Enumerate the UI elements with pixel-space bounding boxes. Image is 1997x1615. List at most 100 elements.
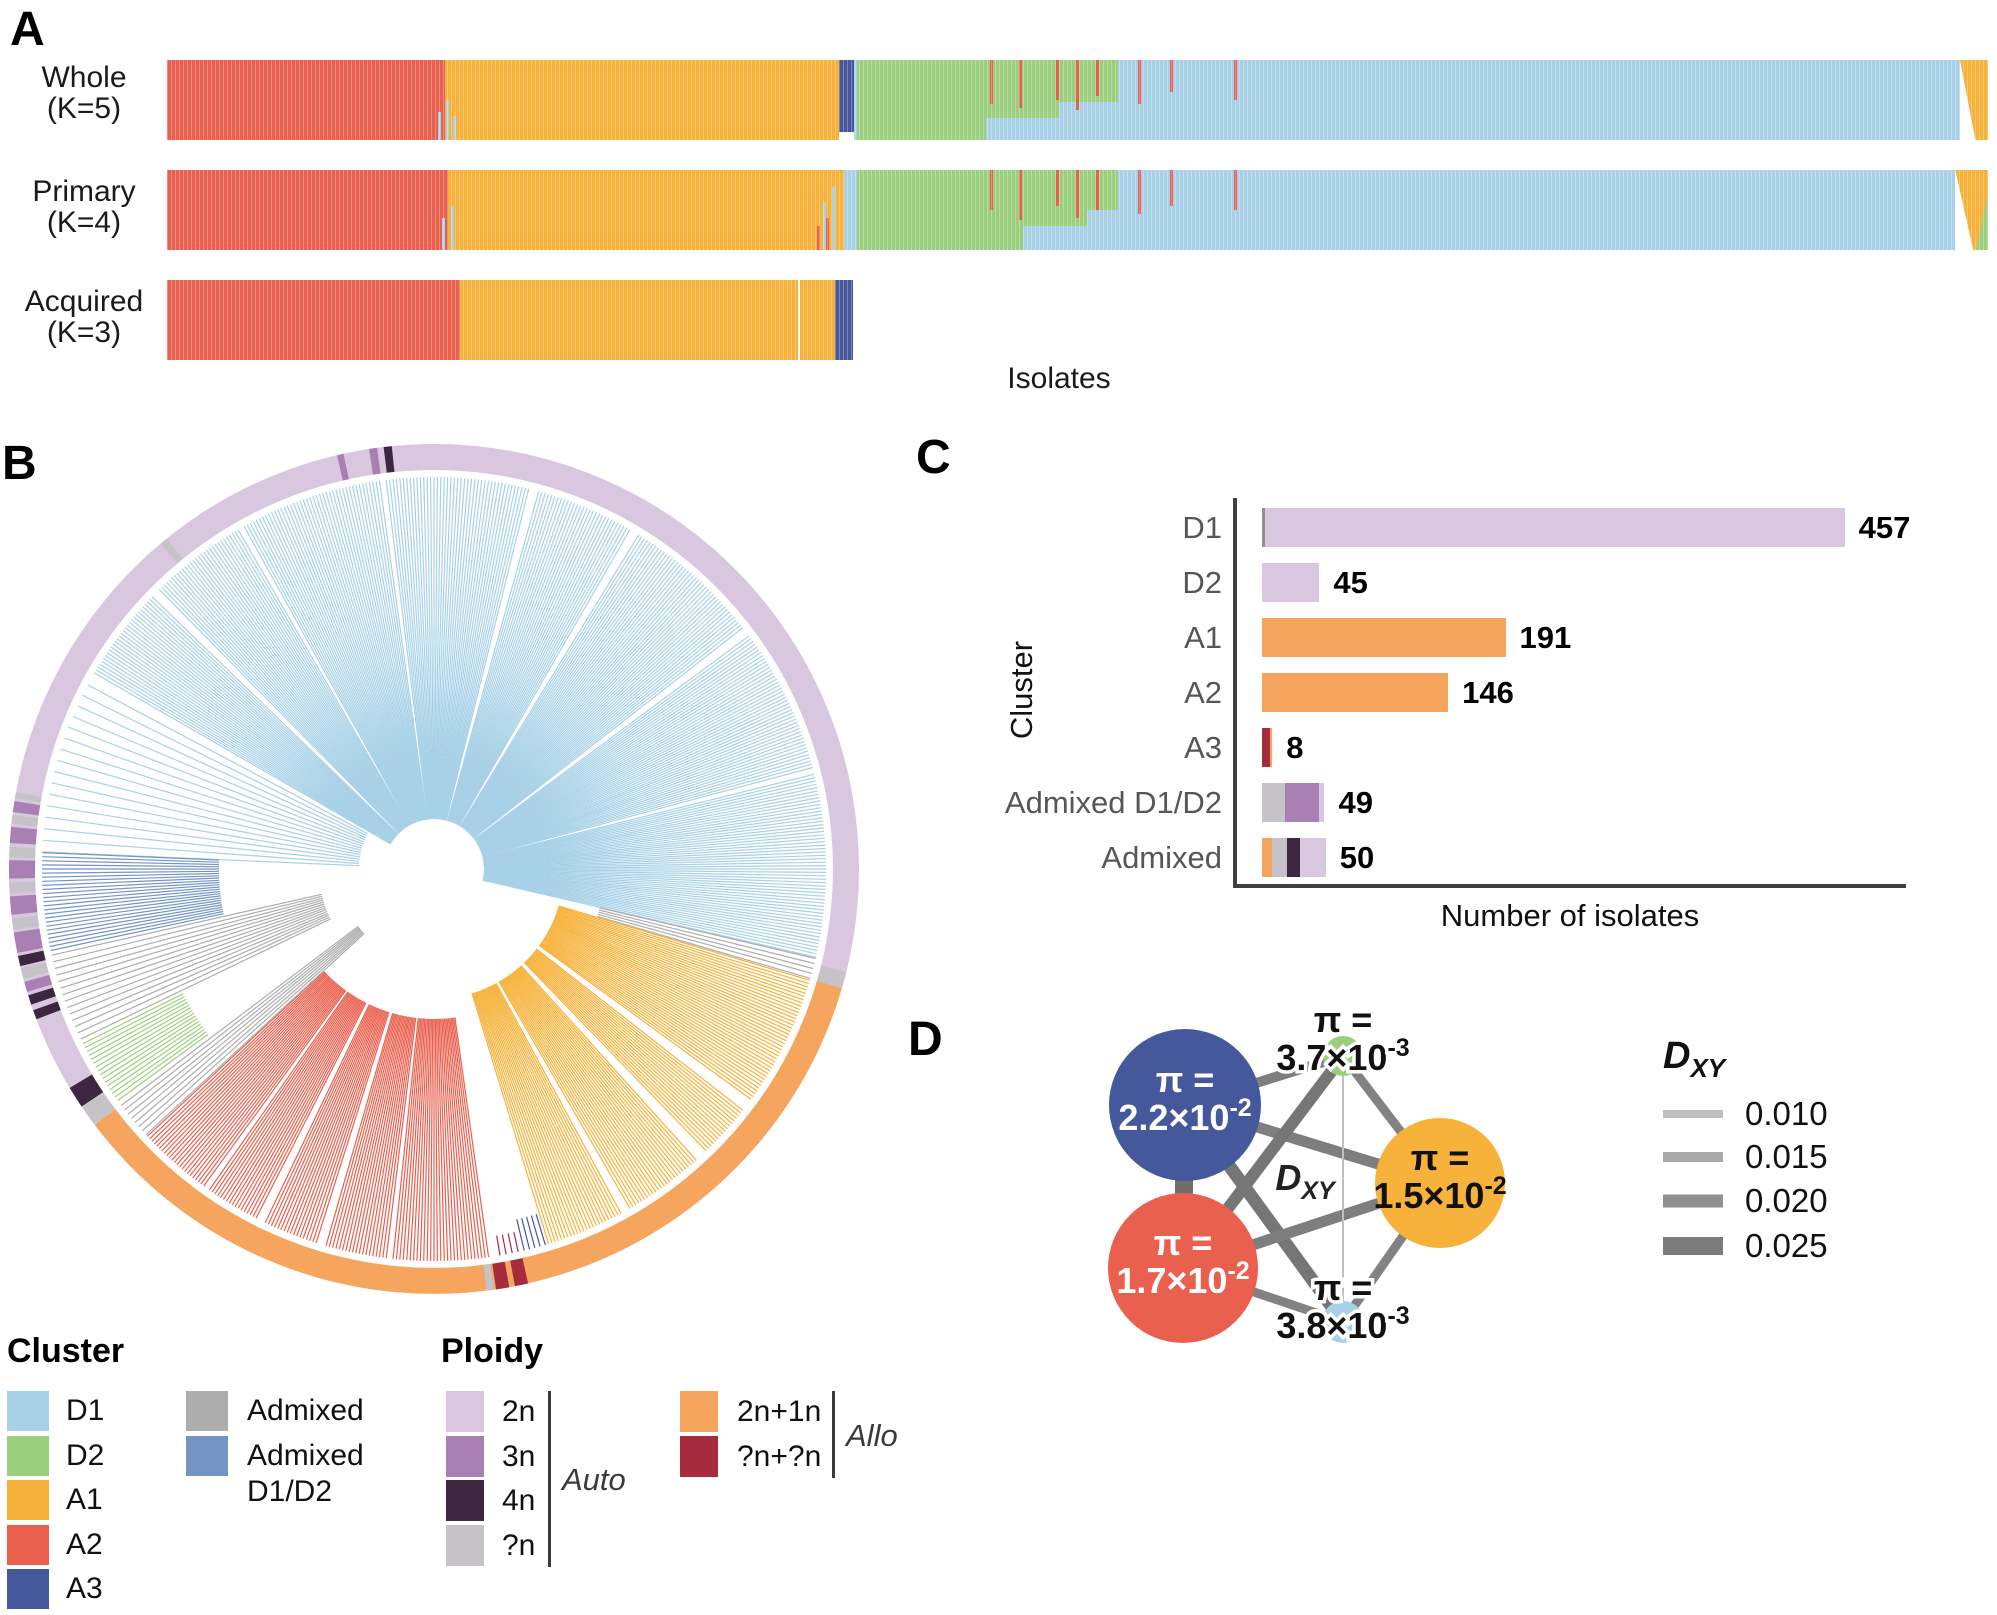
cluster-label2-admixed_d1d2: D1/D2 — [247, 1474, 333, 1508]
network-node-D1 — [1322, 1301, 1364, 1343]
structure-segment-a1 — [460, 280, 836, 360]
structure-stripe-a2 — [1137, 170, 1141, 214]
dxy-center-label: DXY — [1275, 1157, 1337, 1205]
node-pi-value-A2: 1.7×10-2 — [1116, 1257, 1249, 1301]
structure-stripe-white — [797, 280, 800, 360]
row-label-line: Acquired — [24, 285, 144, 318]
dxy-legend-title: DXY — [1663, 1035, 1728, 1083]
bar-segment-p2n1n — [1262, 838, 1273, 877]
ploidy-swatch-pqnqn — [680, 1435, 718, 1477]
structure-stripe-a2 — [990, 170, 994, 210]
cluster-label-a2: A2 — [66, 1527, 103, 1561]
structure-row-label-primary: Primary (K=4) — [14, 176, 154, 238]
circular-dendrogram — [8, 444, 859, 1294]
x-axis-line — [1233, 884, 1906, 888]
structure-stripe-a2 — [1170, 170, 1174, 206]
node-pi-label-D1: π = — [1314, 1267, 1373, 1308]
structure-segment-a1 — [1955, 170, 1988, 250]
tree-wedge--n-n — [496, 1232, 519, 1256]
structure-row-k4 — [167, 170, 1988, 250]
allo-group-label: Allo — [846, 1418, 898, 1453]
structure-row-label-whole: Whole (K=5) — [14, 62, 154, 124]
structure-segment-d1 — [844, 170, 1956, 250]
network-node-D2 — [1323, 1036, 1363, 1076]
panel-c-label: C — [916, 431, 951, 484]
bar-value-label: 146 — [1462, 675, 1514, 710]
auto-bracket — [548, 1391, 551, 1567]
structure-stripe-a2 — [1055, 170, 1059, 206]
structure-stripe-d1 — [451, 206, 455, 250]
ploidy-swatch-p4n — [446, 1480, 484, 1521]
bar-a3 — [1262, 728, 1273, 767]
structure-stripe-a2 — [817, 226, 821, 250]
row-label-line: (K=4) — [46, 206, 122, 239]
bar-a2 — [1262, 673, 1449, 712]
structure-stripe-d1 — [452, 116, 456, 140]
structure-stripe-a2 — [1019, 170, 1023, 220]
node-pi-label-A2: π = — [1154, 1222, 1213, 1263]
network-node-A1 — [1375, 1118, 1505, 1248]
structure-segment-a3 — [835, 280, 853, 360]
structure-stripe-d1 — [441, 218, 445, 250]
tree-wedge-a2 — [146, 970, 490, 1262]
y-axis-line — [1233, 498, 1237, 887]
row-label-line: (K=3) — [46, 316, 122, 349]
cluster-swatch-admixed_d1d2 — [186, 1435, 228, 1476]
bar-segment-p3n — [1284, 783, 1320, 822]
structure-overlay-d2 — [986, 60, 1060, 118]
bar-d1 — [1262, 508, 1845, 547]
bar-category-label: D1 — [1182, 510, 1222, 545]
bar-segment-p2n1n — [1262, 618, 1506, 657]
tree-wedge-a1 — [471, 905, 811, 1245]
bar-segment-pqnqn — [1262, 728, 1270, 767]
cluster-swatch-a3 — [7, 1569, 49, 1609]
tree-wedge-admixed — [120, 925, 365, 1136]
structure-segment-a3 — [838, 60, 855, 132]
network-node-A3 — [1109, 1029, 1261, 1181]
structure-segment-a1 — [448, 170, 845, 250]
bar-segment-pqn — [1262, 783, 1285, 822]
dxy-legend-value: 0.025 — [1745, 1227, 1828, 1264]
bar-segment-sliver_gray — [1262, 508, 1265, 547]
structure-stripe-a2 — [1170, 60, 1174, 92]
ploidy-swatch-p2n — [446, 1391, 484, 1432]
structure-row-label-acquired: Acquired (K=3) — [14, 286, 154, 348]
auto-group-label: Auto — [562, 1462, 626, 1497]
ploidy-swatch-p2n1n — [680, 1391, 718, 1432]
cluster-swatch-admixed — [186, 1391, 228, 1431]
bar-segment-pqn — [1272, 838, 1288, 877]
bar-value-label: 49 — [1338, 785, 1373, 820]
structure-stripe-a2 — [1095, 170, 1099, 210]
structure-segment-a2 — [167, 60, 446, 140]
structure-stripe-a2 — [1234, 60, 1238, 100]
structure-segment-a2 — [167, 280, 461, 360]
structure-stripe-a2 — [1095, 60, 1099, 96]
bar-value-label: 45 — [1333, 565, 1368, 600]
bar-value-label: 8 — [1286, 730, 1304, 765]
structure-stripe-a2 — [1137, 60, 1141, 104]
bar-category-label: Admixed — [1101, 840, 1222, 875]
structure-overlay-d2 — [1022, 170, 1087, 226]
panel-a-label: A — [10, 3, 45, 56]
structure-segment-d1 — [854, 60, 1960, 140]
cluster-swatch-d1 — [7, 1391, 49, 1431]
ploidy-label-p3n: 3n — [502, 1439, 536, 1473]
tree-wedge-d1 — [42, 684, 369, 867]
structure-stripe-a2 — [1055, 60, 1059, 100]
cluster-swatch-a1 — [7, 1480, 49, 1520]
node-pi-value-D1: 3.8×10-3 — [1276, 1302, 1409, 1346]
structure-overlay-d2 — [857, 60, 987, 140]
structure-row-k3 — [167, 280, 1988, 360]
node-pi-label-A3: π = — [1156, 1059, 1215, 1100]
bar-segment-p2n1n — [1262, 673, 1449, 712]
dxy-legend-value: 0.010 — [1745, 1095, 1828, 1132]
bar-segment-p2n — [1262, 563, 1320, 602]
ploidy-label-p2n: 2n — [502, 1395, 536, 1428]
structure-stripe-a2 — [826, 218, 830, 250]
structure-segment-a1 — [445, 60, 839, 140]
structure-row-k5 — [167, 60, 1988, 140]
structure-x-axis-title: Isolates — [1007, 362, 1111, 395]
ploidy-label-pqnqn: ?n+?n — [737, 1439, 822, 1473]
